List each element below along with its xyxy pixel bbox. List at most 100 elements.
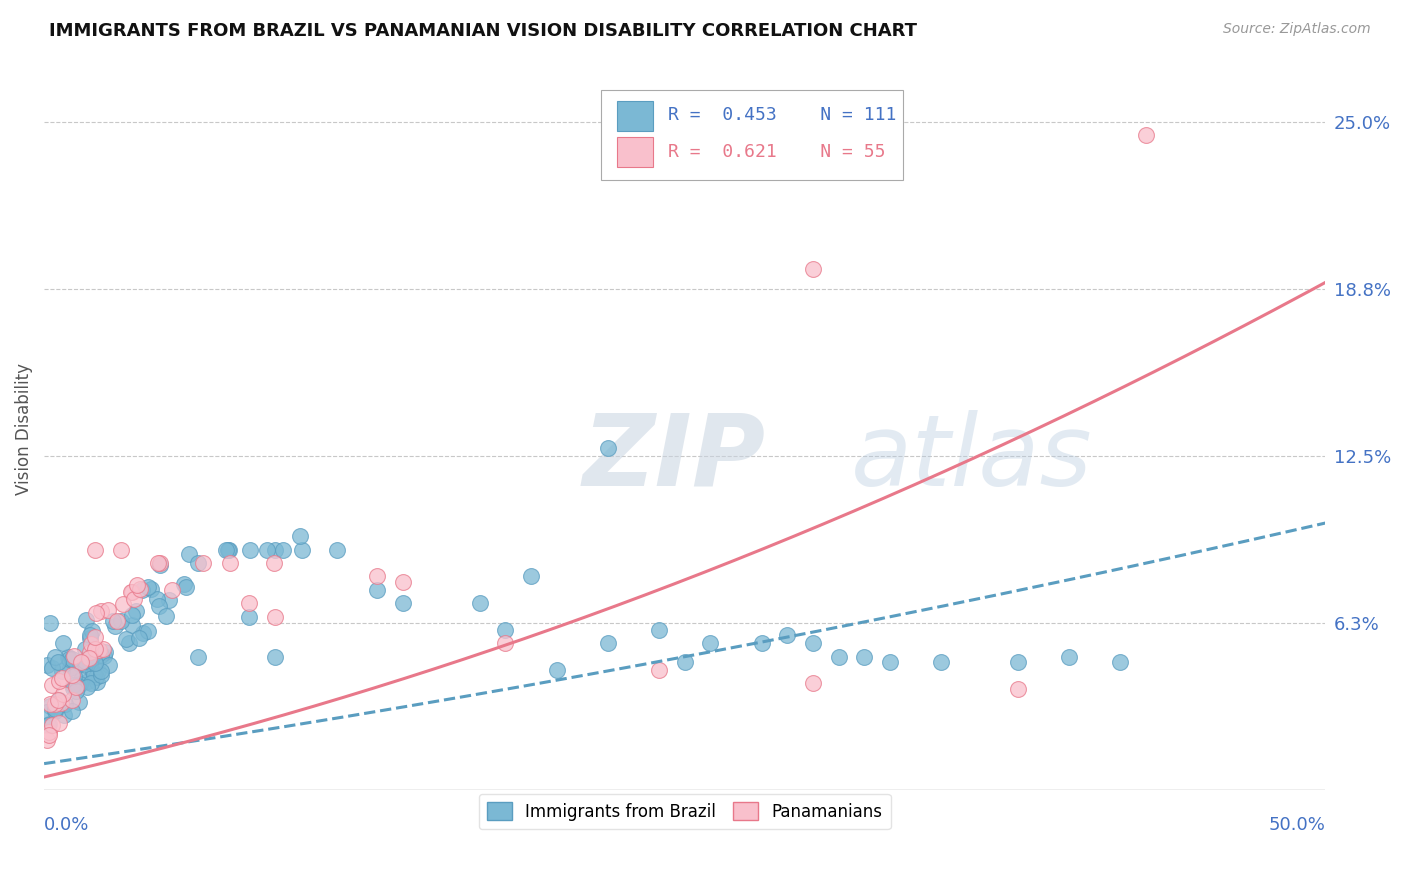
- Point: [67, 695, 90, 709]
- Point: [392, 596, 415, 610]
- Point: [263, 542, 285, 557]
- Point: [84, 642, 107, 657]
- Point: [38, 716, 60, 731]
- Point: [79, 631, 101, 645]
- Point: [174, 580, 197, 594]
- Point: [366, 582, 388, 597]
- Point: [162, 582, 184, 597]
- Point: [290, 529, 312, 543]
- Point: [929, 655, 952, 669]
- Text: R =  0.453    N = 111: R = 0.453 N = 111: [668, 106, 897, 125]
- Point: [84, 607, 107, 621]
- Point: [853, 649, 876, 664]
- Point: [596, 636, 619, 650]
- Point: [90, 604, 112, 618]
- Point: [193, 556, 215, 570]
- Point: [149, 556, 172, 570]
- Point: [44, 649, 66, 664]
- Point: [66, 679, 89, 693]
- Point: [62, 678, 84, 692]
- Point: [104, 619, 127, 633]
- Point: [879, 655, 901, 669]
- Point: [37, 718, 59, 732]
- Point: [91, 641, 114, 656]
- Text: ZIP: ZIP: [582, 409, 765, 507]
- Point: [84, 542, 107, 557]
- Point: [46, 693, 69, 707]
- Point: [35, 658, 58, 673]
- Text: atlas: atlas: [852, 409, 1092, 507]
- Point: [35, 733, 58, 747]
- Point: [60, 667, 83, 681]
- Point: [107, 614, 129, 628]
- Point: [62, 681, 84, 696]
- Bar: [617, 101, 652, 131]
- Point: [84, 670, 107, 684]
- Point: [97, 603, 120, 617]
- Point: [392, 574, 415, 589]
- Point: [596, 441, 619, 455]
- Point: [238, 609, 260, 624]
- Point: [648, 663, 671, 677]
- Point: [239, 542, 262, 557]
- Point: [90, 664, 112, 678]
- Point: [801, 676, 824, 690]
- Point: [86, 674, 108, 689]
- Point: [673, 655, 696, 669]
- Text: R =  0.621    N = 55: R = 0.621 N = 55: [668, 143, 886, 161]
- Point: [51, 671, 73, 685]
- Point: [70, 673, 93, 687]
- Point: [44, 702, 66, 716]
- Point: [82, 665, 104, 680]
- Point: [155, 608, 177, 623]
- Point: [48, 674, 70, 689]
- Point: [187, 556, 209, 570]
- Point: [44, 697, 66, 711]
- Point: [125, 603, 148, 617]
- Point: [827, 649, 849, 664]
- Point: [84, 656, 107, 670]
- Point: [121, 585, 143, 599]
- Point: [75, 654, 97, 668]
- Bar: [617, 137, 652, 168]
- Point: [1135, 128, 1157, 143]
- Point: [84, 630, 107, 644]
- Point: [62, 652, 84, 666]
- Point: [121, 607, 143, 622]
- Point: [82, 648, 104, 663]
- Point: [90, 648, 112, 662]
- Point: [79, 645, 101, 659]
- Y-axis label: Vision Disability: Vision Disability: [15, 363, 32, 495]
- Point: [468, 596, 491, 610]
- FancyBboxPatch shape: [602, 90, 903, 180]
- Point: [132, 626, 155, 640]
- Legend: Immigrants from Brazil, Panamanians: Immigrants from Brazil, Panamanians: [479, 794, 891, 829]
- Point: [263, 649, 285, 664]
- Point: [120, 584, 142, 599]
- Point: [110, 614, 132, 628]
- Point: [53, 698, 76, 712]
- Point: [46, 655, 69, 669]
- Point: [148, 599, 170, 614]
- Text: IMMIGRANTS FROM BRAZIL VS PANAMANIAN VISION DISABILITY CORRELATION CHART: IMMIGRANTS FROM BRAZIL VS PANAMANIAN VIS…: [49, 22, 917, 40]
- Point: [38, 728, 60, 742]
- Point: [218, 542, 240, 557]
- Point: [218, 542, 240, 557]
- Point: [115, 632, 138, 647]
- Point: [39, 616, 62, 631]
- Point: [79, 637, 101, 651]
- Point: [65, 684, 87, 698]
- Point: [69, 677, 91, 691]
- Point: [179, 547, 201, 561]
- Point: [118, 635, 141, 649]
- Point: [56, 649, 79, 664]
- Point: [148, 556, 170, 570]
- Point: [86, 665, 108, 679]
- Point: [173, 577, 195, 591]
- Point: [263, 609, 285, 624]
- Point: [90, 667, 112, 681]
- Point: [60, 704, 83, 718]
- Point: [38, 699, 60, 714]
- Point: [52, 687, 75, 701]
- Point: [256, 542, 278, 557]
